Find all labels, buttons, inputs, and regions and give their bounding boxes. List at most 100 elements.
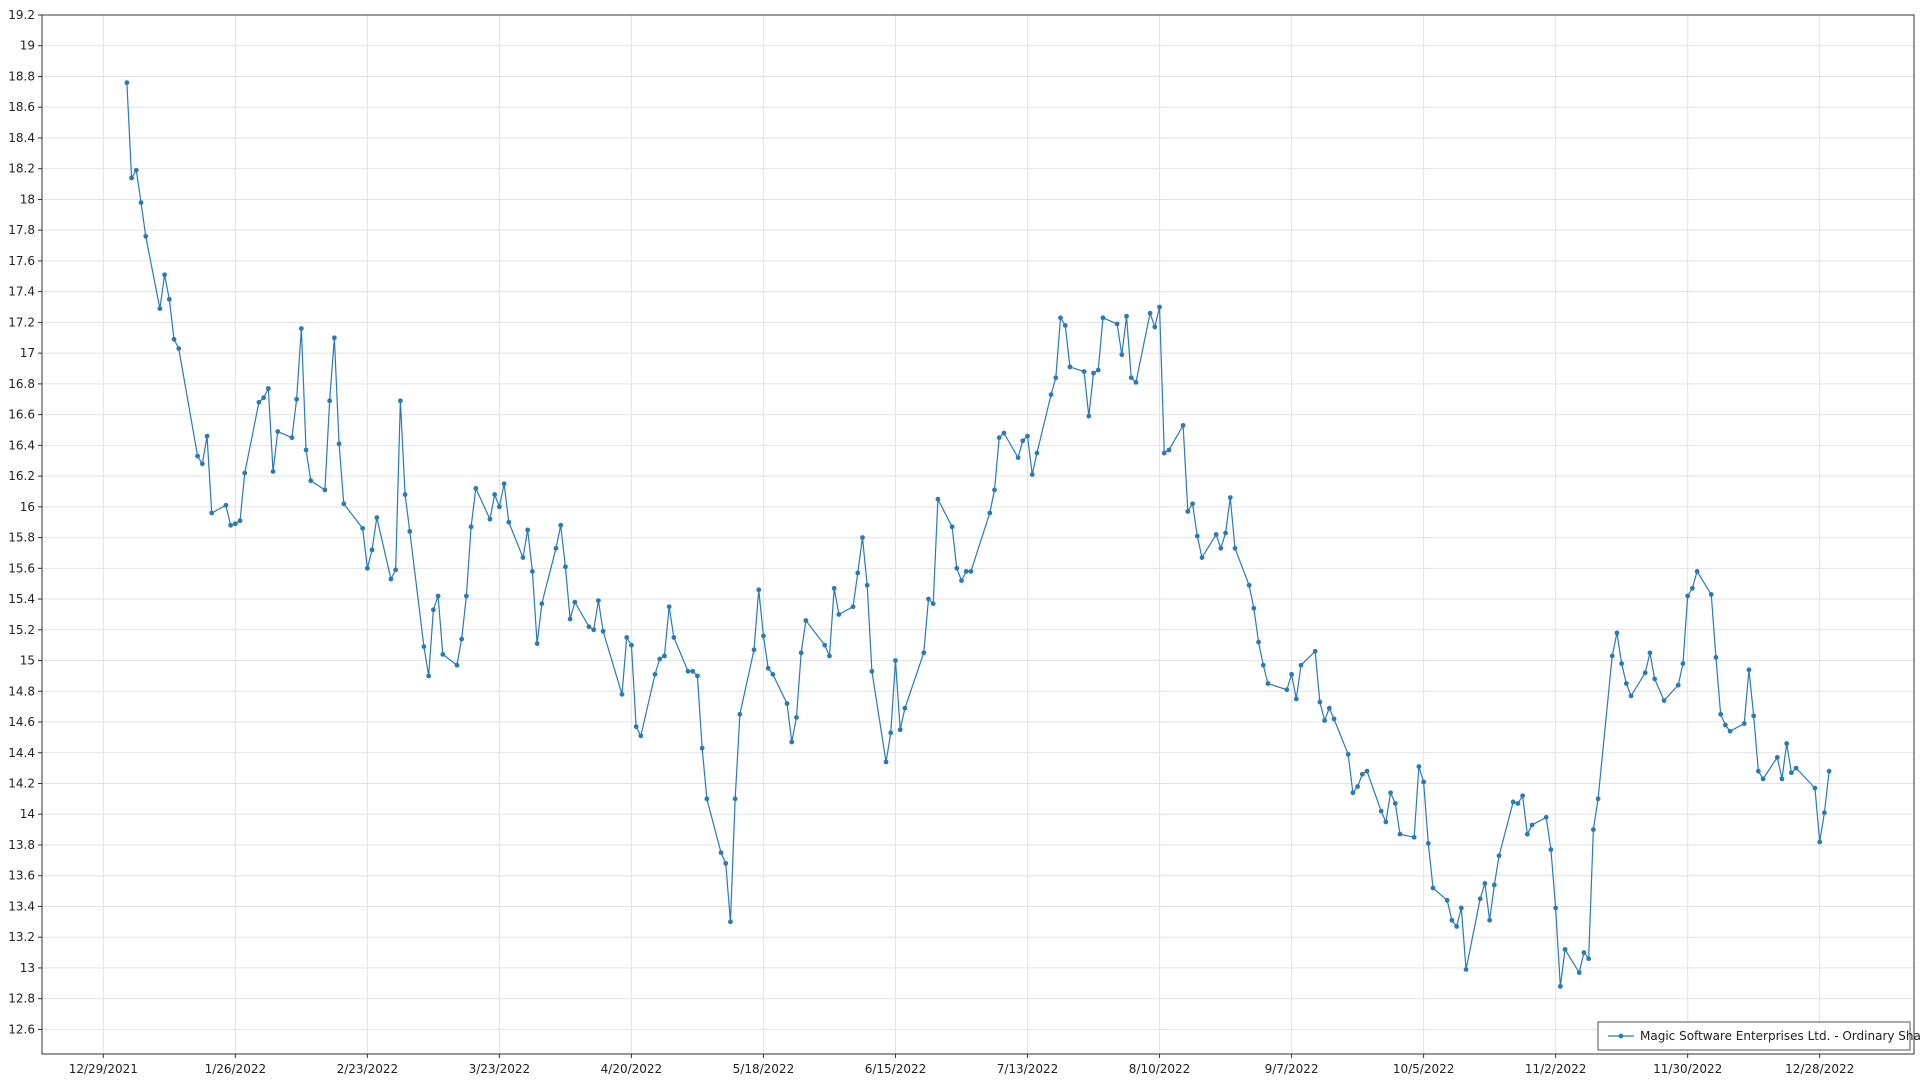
data-point bbox=[1595, 796, 1601, 802]
data-point bbox=[1378, 808, 1384, 814]
data-point bbox=[789, 739, 795, 745]
y-tick-label: 15.2 bbox=[8, 623, 35, 637]
grid bbox=[42, 14, 1914, 1054]
y-tick-label: 12.8 bbox=[8, 992, 35, 1006]
data-point bbox=[1774, 754, 1780, 760]
data-point bbox=[1397, 831, 1403, 837]
data-point bbox=[1326, 705, 1332, 711]
data-point bbox=[289, 435, 295, 441]
y-tick-label: 15.4 bbox=[8, 592, 35, 606]
y-tick-label: 15.8 bbox=[8, 531, 35, 545]
x-tick-label: 1/26/2022 bbox=[205, 1062, 267, 1076]
data-point bbox=[468, 524, 474, 530]
data-point bbox=[520, 555, 526, 560]
data-point bbox=[303, 447, 309, 453]
data-point bbox=[1713, 655, 1719, 660]
data-point bbox=[619, 691, 625, 697]
data-point bbox=[1675, 682, 1681, 688]
x-tick-label: 12/28/2022 bbox=[1785, 1062, 1854, 1076]
data-point bbox=[1619, 661, 1625, 667]
legend-box bbox=[1597, 1021, 1911, 1051]
data-point bbox=[1246, 582, 1252, 588]
y-tick-label: 15.6 bbox=[8, 561, 35, 575]
data-point bbox=[1067, 364, 1073, 370]
data-point bbox=[728, 919, 733, 925]
data-point bbox=[463, 593, 469, 599]
data-point bbox=[1251, 605, 1257, 611]
data-point bbox=[454, 662, 460, 668]
data-point bbox=[1293, 696, 1299, 702]
data-point bbox=[162, 272, 167, 278]
data-point bbox=[596, 598, 601, 603]
data-point bbox=[1609, 653, 1615, 659]
data-point bbox=[1095, 367, 1101, 373]
data-point bbox=[129, 175, 134, 181]
data-point bbox=[402, 492, 408, 497]
y-tick-label: 17.8 bbox=[8, 223, 35, 237]
data-point bbox=[563, 564, 568, 570]
data-point bbox=[1227, 495, 1233, 501]
data-point bbox=[1199, 555, 1205, 560]
data-point bbox=[723, 861, 729, 866]
data-point bbox=[1520, 793, 1526, 799]
data-point bbox=[1812, 785, 1818, 791]
data-point bbox=[770, 671, 776, 677]
y-tick-label: 13 bbox=[20, 961, 35, 975]
data-point bbox=[1822, 810, 1827, 816]
data-point bbox=[364, 565, 370, 571]
x-tick-label: 10/5/2022 bbox=[1393, 1062, 1455, 1076]
data-point bbox=[529, 568, 535, 574]
data-point bbox=[1364, 768, 1370, 774]
data-point bbox=[492, 492, 498, 497]
data-point bbox=[921, 650, 927, 656]
data-point bbox=[1590, 827, 1596, 833]
data-point bbox=[1449, 917, 1455, 923]
data-point bbox=[652, 671, 658, 677]
data-point bbox=[1741, 721, 1747, 726]
data-point bbox=[1647, 650, 1653, 656]
data-point bbox=[407, 529, 413, 534]
data-point bbox=[294, 396, 300, 402]
y-tick-label: 19 bbox=[20, 39, 35, 53]
data-point bbox=[935, 496, 941, 502]
data-point bbox=[591, 627, 597, 633]
data-point bbox=[487, 516, 493, 522]
data-point bbox=[1421, 779, 1427, 785]
data-point bbox=[275, 429, 281, 434]
data-point bbox=[308, 478, 314, 484]
data-point bbox=[525, 527, 531, 533]
data-point bbox=[1025, 433, 1030, 439]
data-point bbox=[1642, 670, 1648, 676]
data-point bbox=[1458, 905, 1464, 911]
data-point bbox=[270, 469, 276, 474]
data-point bbox=[388, 576, 394, 582]
data-point bbox=[232, 521, 238, 527]
data-point bbox=[539, 601, 545, 607]
data-point bbox=[1317, 699, 1323, 705]
y-tick-label: 17.4 bbox=[8, 285, 35, 299]
data-point bbox=[242, 470, 248, 476]
data-point bbox=[421, 644, 427, 650]
data-point bbox=[1708, 592, 1714, 597]
data-point bbox=[1058, 315, 1063, 321]
x-tick-label: 7/13/2022 bbox=[997, 1062, 1059, 1076]
data-point bbox=[1454, 924, 1460, 929]
data-point bbox=[1562, 947, 1568, 952]
data-point bbox=[756, 587, 762, 593]
data-point bbox=[1722, 722, 1728, 728]
data-point bbox=[732, 796, 738, 802]
data-point bbox=[1751, 713, 1757, 719]
data-point bbox=[1694, 568, 1700, 574]
data-point bbox=[1359, 771, 1365, 777]
data-point bbox=[1053, 375, 1059, 381]
data-point bbox=[1029, 472, 1035, 477]
data-point bbox=[1685, 593, 1691, 599]
data-point bbox=[138, 200, 144, 205]
data-point bbox=[949, 524, 955, 530]
data-point bbox=[1680, 661, 1686, 667]
data-point bbox=[1114, 321, 1120, 327]
data-point bbox=[1416, 764, 1422, 769]
data-point bbox=[1628, 693, 1634, 699]
data-point bbox=[360, 525, 366, 531]
data-point bbox=[666, 604, 672, 610]
